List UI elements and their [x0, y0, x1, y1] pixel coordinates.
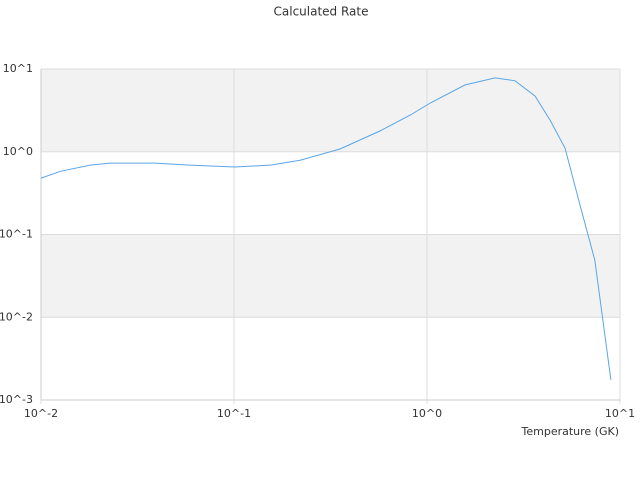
- chart-title: Calculated Rate: [274, 5, 369, 19]
- y-tick-label: 10^-1: [0, 228, 33, 241]
- x-tick-label: 10^0: [412, 407, 442, 420]
- x-tick-label: 10^-2: [24, 407, 58, 420]
- y-tick-label: 10^1: [3, 62, 33, 75]
- grid-band: [41, 234, 620, 318]
- y-tick-label: 10^-3: [0, 393, 33, 406]
- y-tick-label: 10^0: [3, 145, 33, 158]
- data-line: [40, 77, 612, 380]
- x-axis-label: Temperature (GK): [521, 425, 620, 438]
- x-tick-label: 10^1: [605, 407, 635, 420]
- grid-band: [41, 69, 620, 152]
- x-tick-label: 10^-1: [217, 407, 251, 420]
- y-tick-label: 10^-2: [0, 310, 33, 323]
